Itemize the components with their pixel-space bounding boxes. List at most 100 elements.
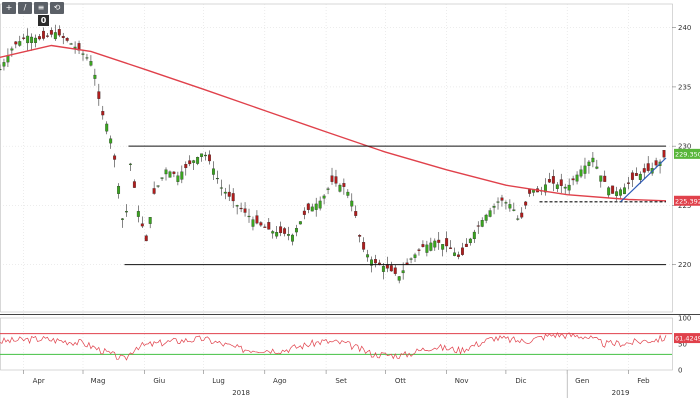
zoom-icon[interactable]: ≡ [34,2,48,14]
candle-down [77,43,81,51]
candle-down [642,168,646,173]
year-label-2018: 2018 [232,389,250,397]
candle-up [504,202,508,204]
candle-up [623,187,626,195]
rising-trendline [620,157,667,203]
candle-up [543,184,547,193]
rsi-value-tag: 61.4249 [675,335,700,343]
candle-up [223,191,227,194]
draw-line-icon[interactable]: / [18,2,32,14]
candle-up [251,219,255,227]
candle-up [168,171,172,178]
candle-up [595,166,599,169]
candle-down [627,182,630,184]
x-tick-label-giu: Giu [153,377,165,385]
candle-down [49,30,53,35]
candle-down [342,183,346,187]
candle-up [381,266,385,272]
candle-up [219,187,223,189]
last-price-tag-box [674,148,700,159]
candle-down [152,188,156,194]
candle-down [603,175,607,182]
rsi-tick-label-100: 100 [678,315,691,323]
candle-down [259,222,263,226]
candle-up [496,201,500,203]
candle-down [449,247,453,249]
candle-down [38,36,41,40]
candle-down [374,259,377,264]
candle-up [121,218,124,220]
candle-down [559,179,563,186]
crosshair-icon[interactable]: + [2,2,16,14]
candle-up [425,244,429,253]
x-tick-label-set: Set [335,377,347,385]
candle-up [638,173,642,180]
candle-down [140,223,144,227]
undo-icon[interactable]: ⟲ [50,2,64,14]
last-price-tag: 229.3500 [675,150,700,158]
candle-up [298,221,302,225]
candle-up [587,161,591,166]
candle-up [18,41,22,46]
candle-down [437,239,441,243]
candle-down [457,254,460,257]
candle-down [227,191,231,197]
candle-up [563,186,567,189]
annotation-count-badge: 0 [38,15,49,26]
moving-average-line [0,44,667,202]
candle-up [105,123,109,132]
candle-up [397,276,401,281]
candle-up [287,234,290,236]
candle-up [34,37,38,43]
x-tick-label-gen: Gen [575,377,589,385]
candle-up [488,210,492,217]
x-tick-label-mag: Mag [91,377,106,385]
candle-up [512,209,516,211]
candle-down [330,175,334,182]
candle-down [132,181,136,188]
candle-down [283,228,287,234]
candle-up [215,177,219,180]
y-tick-label-230: 230 [678,143,691,151]
candle-up [6,55,10,63]
candle-down [101,111,105,116]
y-tick-label-240: 240 [678,24,691,32]
y-tick-label-225: 225 [678,202,691,210]
x-tick-label-feb: Feb [637,377,650,385]
candle-up [211,168,215,175]
x-tick-label-dic: Dic [515,377,526,385]
candle-up [148,217,152,224]
candle-down [208,154,211,162]
x-tick-label-ago: Ago [273,377,287,385]
x-tick-label-ott: Ott [395,377,406,385]
candle-up [291,234,294,242]
candle-down [255,215,259,224]
rsi-line [0,331,667,361]
candle-down [231,193,235,202]
candle-up [484,214,488,221]
candle-down [654,160,658,166]
candle-down [646,163,650,171]
candle-up [468,238,472,244]
candle-up [599,175,603,182]
candle-up [441,244,445,250]
candle-up [2,62,6,67]
candle-down [662,150,666,158]
candle-down [445,238,449,247]
candle-down [528,189,532,194]
candle-up [125,211,128,213]
y-tick-label-235: 235 [678,83,691,91]
candle-down [476,225,480,227]
rsi-tick-label-50: 50 [678,341,687,349]
candle-up [192,160,196,163]
rsi-panel-frame [0,317,673,371]
candle-down [267,222,271,230]
candle-down [417,249,421,251]
candle-up [117,185,121,194]
candle-up [204,154,207,157]
candle-down [354,211,358,216]
candle-up [555,184,559,189]
candle-up [85,57,89,59]
chart-toolbar: + / ≡ ⟲ [2,2,64,14]
